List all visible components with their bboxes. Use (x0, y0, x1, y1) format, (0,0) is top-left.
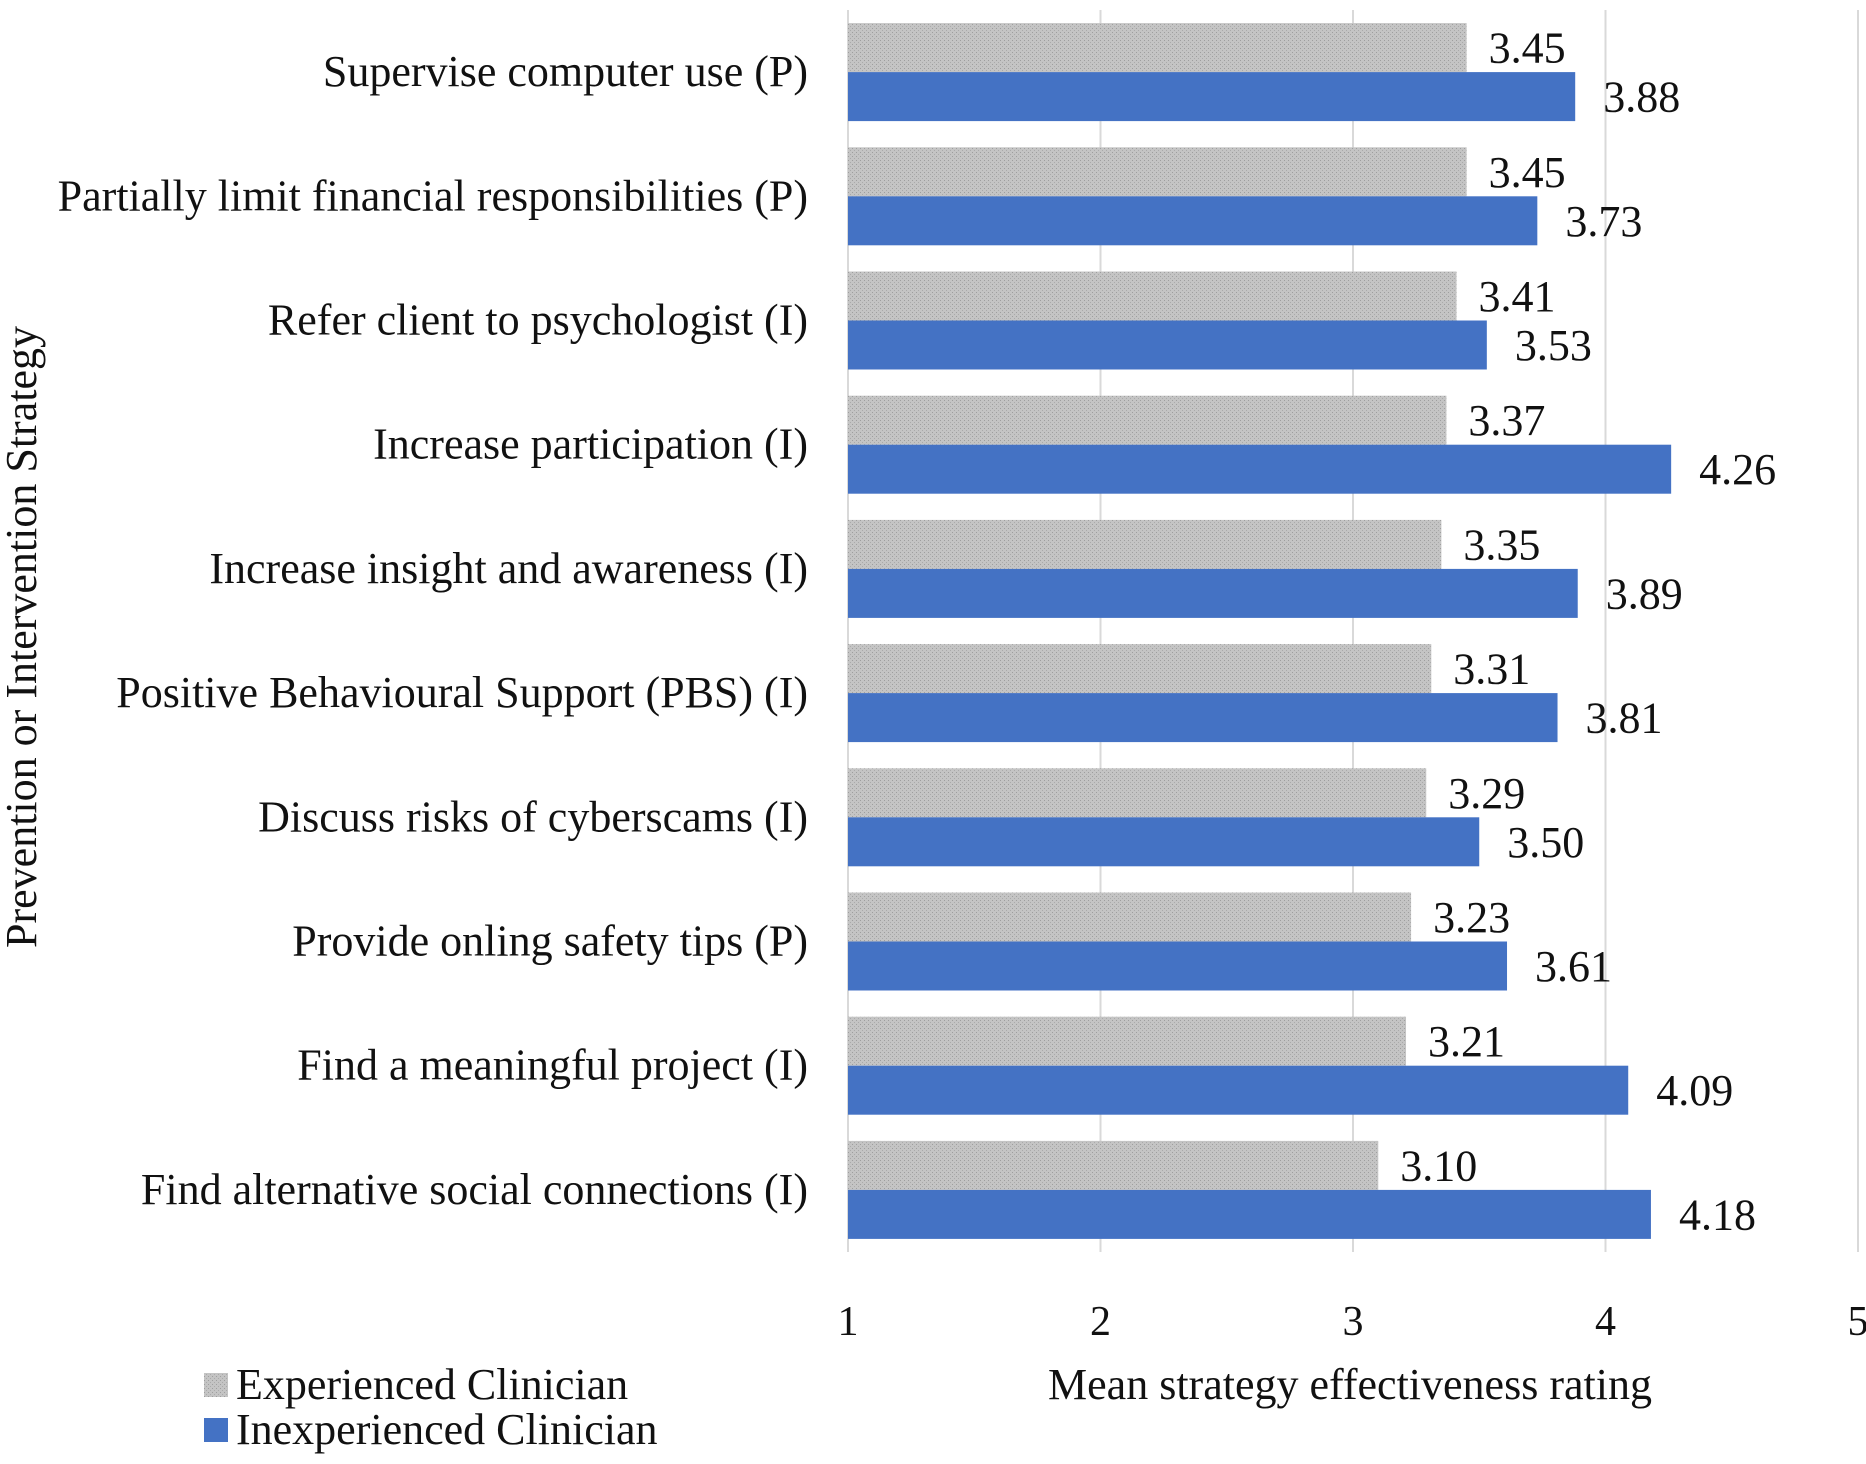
data-label-experienced: 3.29 (1448, 769, 1525, 818)
category-label: Positive Behavioural Support (PBS) (I) (116, 668, 808, 717)
bar-experienced (848, 147, 1467, 197)
bar-inexperienced (848, 693, 1558, 743)
bar-experienced (848, 1140, 1379, 1190)
data-label-inexperienced: 3.88 (1603, 73, 1680, 122)
labels: Supervise computer use (P) 3.45 3.88 Partia… (58, 24, 1776, 1240)
data-label-inexperienced: 4.09 (1656, 1066, 1733, 1115)
x-tick-label: 1 (838, 1299, 859, 1345)
legend-swatch-inexperienced (204, 1418, 228, 1442)
bar-experienced (848, 395, 1447, 445)
x-axis-title: Mean strategy effectiveness rating (1048, 1360, 1652, 1409)
category-label: Discuss risks of cyberscams (I) (258, 792, 808, 841)
category-label: Provide onling safety tips (P) (292, 917, 808, 966)
bar-inexperienced (848, 72, 1576, 122)
legend-label-inexperienced: Inexperienced Clinician (236, 1405, 657, 1454)
x-axis: 1 2 3 4 5 (838, 1299, 1866, 1345)
x-tick-label: 4 (1595, 1299, 1616, 1345)
bar-experienced (848, 519, 1442, 569)
legend-label-experienced: Experienced Clinician (236, 1360, 628, 1409)
y-axis-title: Prevention or Intervention Strategy (0, 326, 46, 948)
category-label: Find a meaningful project (I) (297, 1041, 808, 1090)
category-label: Refer client to psychologist (I) (268, 296, 808, 345)
data-label-inexperienced: 4.18 (1679, 1190, 1756, 1239)
bar-experienced (848, 271, 1457, 321)
data-label-experienced: 3.10 (1400, 1141, 1477, 1190)
bar-experienced (848, 644, 1432, 694)
x-tick-label: 5 (1848, 1299, 1866, 1345)
bar-experienced (848, 1016, 1407, 1066)
data-label-inexperienced: 3.89 (1606, 569, 1683, 618)
data-label-inexperienced: 3.50 (1507, 818, 1584, 867)
bar-experienced (848, 23, 1467, 73)
data-label-inexperienced: 3.61 (1535, 942, 1612, 991)
bar-inexperienced (848, 817, 1480, 867)
bar-inexperienced (848, 1189, 1651, 1239)
data-label-experienced: 3.31 (1453, 645, 1530, 694)
bar-experienced (848, 892, 1412, 942)
bar-inexperienced (848, 444, 1672, 494)
data-label-experienced: 3.37 (1468, 396, 1545, 445)
category-label: Increase insight and awareness (I) (209, 544, 808, 593)
data-label-experienced: 3.45 (1489, 148, 1566, 197)
bar-inexperienced (848, 941, 1508, 991)
data-label-inexperienced: 3.73 (1565, 197, 1642, 246)
data-label-experienced: 3.41 (1479, 272, 1556, 321)
bar-inexperienced (848, 568, 1578, 618)
bar-inexperienced (848, 320, 1487, 370)
data-label-experienced: 3.45 (1489, 24, 1566, 73)
data-label-inexperienced: 4.26 (1699, 445, 1776, 494)
bar-inexperienced (848, 1065, 1629, 1115)
bars (848, 23, 1672, 1239)
category-label: Supervise computer use (P) (323, 47, 808, 96)
data-label-inexperienced: 3.53 (1515, 321, 1592, 370)
legend-swatch-experienced (204, 1373, 228, 1397)
category-label: Partially limit financial responsibiliti… (58, 171, 808, 220)
x-tick-label: 2 (1090, 1299, 1111, 1345)
data-label-experienced: 3.35 (1463, 520, 1540, 569)
bar-inexperienced (848, 196, 1538, 246)
data-label-experienced: 3.21 (1428, 1017, 1505, 1066)
bar-experienced (848, 768, 1427, 818)
legend: Experienced Clinician Inexperienced Clin… (204, 1360, 657, 1454)
data-label-inexperienced: 3.81 (1586, 694, 1663, 743)
x-tick-label: 3 (1343, 1299, 1364, 1345)
category-label: Increase participation (I) (373, 420, 808, 469)
category-label: Find alternative social connections (I) (141, 1165, 808, 1214)
data-label-experienced: 3.23 (1433, 893, 1510, 942)
